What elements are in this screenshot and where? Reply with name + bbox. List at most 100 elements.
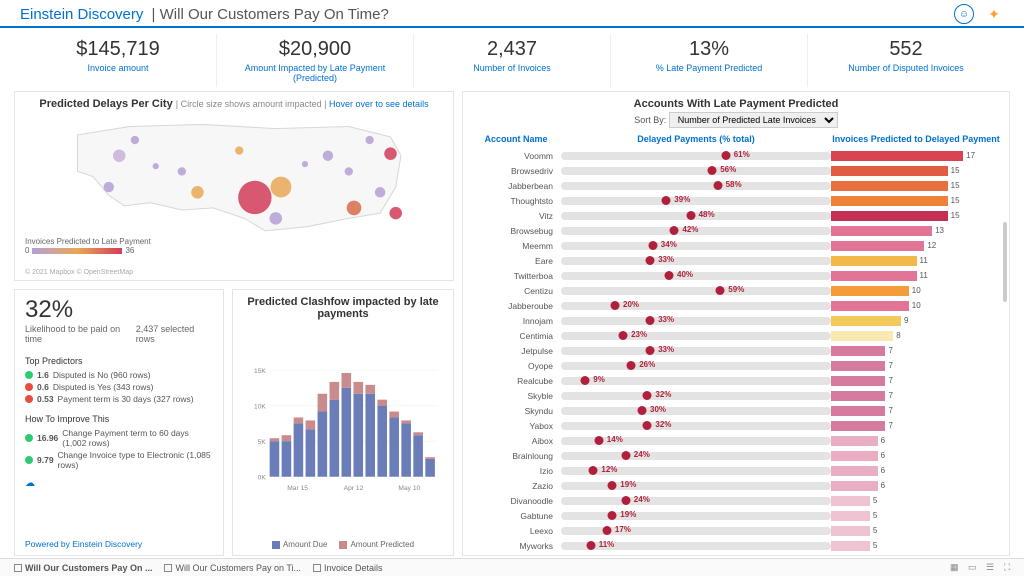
account-row[interactable]: Meemm 34% 12 [471, 238, 1001, 253]
map-bubble[interactable] [323, 151, 333, 161]
account-row[interactable]: Jabberbean 58% 15 [471, 178, 1001, 193]
account-row[interactable]: Izio 12% 6 [471, 463, 1001, 478]
bar-predicted[interactable] [413, 432, 423, 435]
account-row[interactable]: Browsedriv 56% 15 [471, 163, 1001, 178]
bar-due[interactable] [294, 423, 304, 476]
account-row[interactable]: Zazio 19% 6 [471, 478, 1001, 493]
view-card-icon[interactable]: ▭ [968, 562, 980, 574]
account-name: Divanoodle [471, 496, 561, 506]
bar-predicted[interactable] [318, 394, 328, 412]
einstein-icon[interactable]: ☺ [954, 4, 974, 24]
map-bubble[interactable] [384, 147, 397, 160]
bar-due[interactable] [282, 441, 292, 477]
kpi-4[interactable]: 552 Number of Disputed Invoices [808, 34, 1004, 87]
map-bubble[interactable] [365, 136, 373, 144]
bar-due[interactable] [425, 459, 435, 477]
present-icon[interactable]: ⛶ [1004, 562, 1016, 574]
map-bubble[interactable] [235, 146, 243, 154]
account-row[interactable]: Skyble 32% 7 [471, 388, 1001, 403]
map-bubble[interactable] [178, 167, 186, 175]
bar-due[interactable] [342, 388, 352, 477]
bar-predicted[interactable] [365, 385, 375, 394]
bar-predicted[interactable] [294, 417, 304, 423]
account-row[interactable]: Centimia 23% 8 [471, 328, 1001, 343]
map-bubble[interactable] [113, 149, 126, 162]
account-row[interactable]: Realcube 9% 7 [471, 373, 1001, 388]
account-row[interactable]: Skyndu 30% 7 [471, 403, 1001, 418]
bar-due[interactable] [413, 435, 423, 476]
bar-predicted[interactable] [425, 457, 435, 459]
account-row[interactable]: Yabox 32% 7 [471, 418, 1001, 433]
bar-due[interactable] [401, 423, 411, 476]
map-bubble[interactable] [104, 182, 114, 192]
sort-select[interactable]: Number of Predicted Late Invoices [669, 112, 838, 128]
bar-due[interactable] [318, 412, 328, 477]
account-row[interactable]: Browsebug 42% 13 [471, 223, 1001, 238]
predictor-item[interactable]: 0.53 Payment term is 30 days (327 rows) [25, 394, 213, 404]
map-bubble[interactable] [271, 177, 292, 198]
bar-predicted[interactable] [270, 438, 280, 441]
map-bubble[interactable] [269, 212, 282, 225]
bar-predicted[interactable] [282, 435, 292, 441]
kpi-0[interactable]: $145,719 Invoice amount [20, 34, 217, 87]
sheet-tab[interactable]: Will Our Customers Pay On ... [8, 559, 158, 576]
map-hover-link[interactable]: Hover over to see details [329, 99, 429, 109]
predictor-item[interactable]: 0.6 Disputed is Yes (343 rows) [25, 382, 213, 392]
improvement-item[interactable]: 16.96 Change Payment term to 60 days (1,… [25, 428, 213, 448]
account-row[interactable]: Jetpulse 33% 7 [471, 343, 1001, 358]
bar-due[interactable] [353, 394, 363, 477]
bar-predicted[interactable] [401, 420, 411, 423]
bar-predicted[interactable] [377, 400, 387, 406]
map-bubble[interactable] [191, 186, 204, 199]
account-row[interactable]: Thoughtsto 39% 15 [471, 193, 1001, 208]
bar-due[interactable] [270, 441, 280, 477]
bar-due[interactable] [365, 394, 375, 477]
map-bubble[interactable] [347, 201, 362, 216]
bar-predicted[interactable] [389, 412, 399, 418]
map-bubble[interactable] [131, 136, 139, 144]
account-row[interactable]: Innojam 33% 9 [471, 313, 1001, 328]
account-row[interactable]: Divanoodle 24% 5 [471, 493, 1001, 508]
account-row[interactable]: Gabtune 19% 5 [471, 508, 1001, 523]
account-row[interactable]: Eare 33% 11 [471, 253, 1001, 268]
bar-due[interactable] [306, 429, 316, 476]
account-row[interactable]: Oyope 26% 7 [471, 358, 1001, 373]
bar-due[interactable] [377, 406, 387, 477]
bar-predicted[interactable] [342, 373, 352, 388]
scrollbar-thumb[interactable] [1003, 222, 1007, 302]
us-map[interactable] [25, 114, 443, 234]
cashflow-chart[interactable]: 15K10K5K0KMar 15Apr 12May 10 [243, 324, 443, 538]
map-bubble[interactable] [389, 207, 402, 220]
view-list-icon[interactable]: ☰ [986, 562, 998, 574]
map-bubble[interactable] [302, 161, 308, 167]
sheet-tab[interactable]: Will Our Customers Pay on Ti... [158, 559, 307, 576]
account-row[interactable]: Twitterboa 40% 11 [471, 268, 1001, 283]
map-bubble[interactable] [375, 187, 385, 197]
sheet-tab[interactable]: Invoice Details [307, 559, 389, 576]
account-row[interactable]: Jabberoube 20% 10 [471, 298, 1001, 313]
view-grid-icon[interactable]: ▦ [950, 562, 962, 574]
account-row[interactable]: Voomm 61% 17 [471, 148, 1001, 163]
tableau-icon[interactable]: ✦ [984, 4, 1004, 24]
map-bubble[interactable] [238, 181, 271, 214]
account-row[interactable]: Brainloung 24% 6 [471, 448, 1001, 463]
accounts-body[interactable]: Voomm 61% 17 Browsedriv 56% [463, 148, 1009, 555]
account-row[interactable]: Aibox 14% 6 [471, 433, 1001, 448]
account-row[interactable]: Myworks 11% 5 [471, 538, 1001, 553]
map-bubble[interactable] [153, 163, 159, 169]
account-row[interactable]: Vitz 48% 15 [471, 208, 1001, 223]
bar-predicted[interactable] [330, 382, 340, 400]
bar-predicted[interactable] [353, 382, 363, 394]
improvement-item[interactable]: 9.79 Change Invoice type to Electronic (… [25, 450, 213, 470]
kpi-3[interactable]: 13% % Late Payment Predicted [611, 34, 808, 87]
powered-by-link[interactable]: Powered by Einstein Discovery [25, 539, 213, 549]
account-row[interactable]: Leexo 17% 5 [471, 523, 1001, 538]
kpi-1[interactable]: $20,900 Amount Impacted by Late Payment … [217, 34, 414, 87]
account-row[interactable]: Centizu 59% 10 [471, 283, 1001, 298]
map-bubble[interactable] [345, 167, 353, 175]
bar-due[interactable] [389, 417, 399, 476]
bar-due[interactable] [330, 400, 340, 477]
predictor-item[interactable]: 1.6 Disputed is No (960 rows) [25, 370, 213, 380]
bar-predicted[interactable] [306, 420, 316, 429]
kpi-2[interactable]: 2,437 Number of Invoices [414, 34, 611, 87]
